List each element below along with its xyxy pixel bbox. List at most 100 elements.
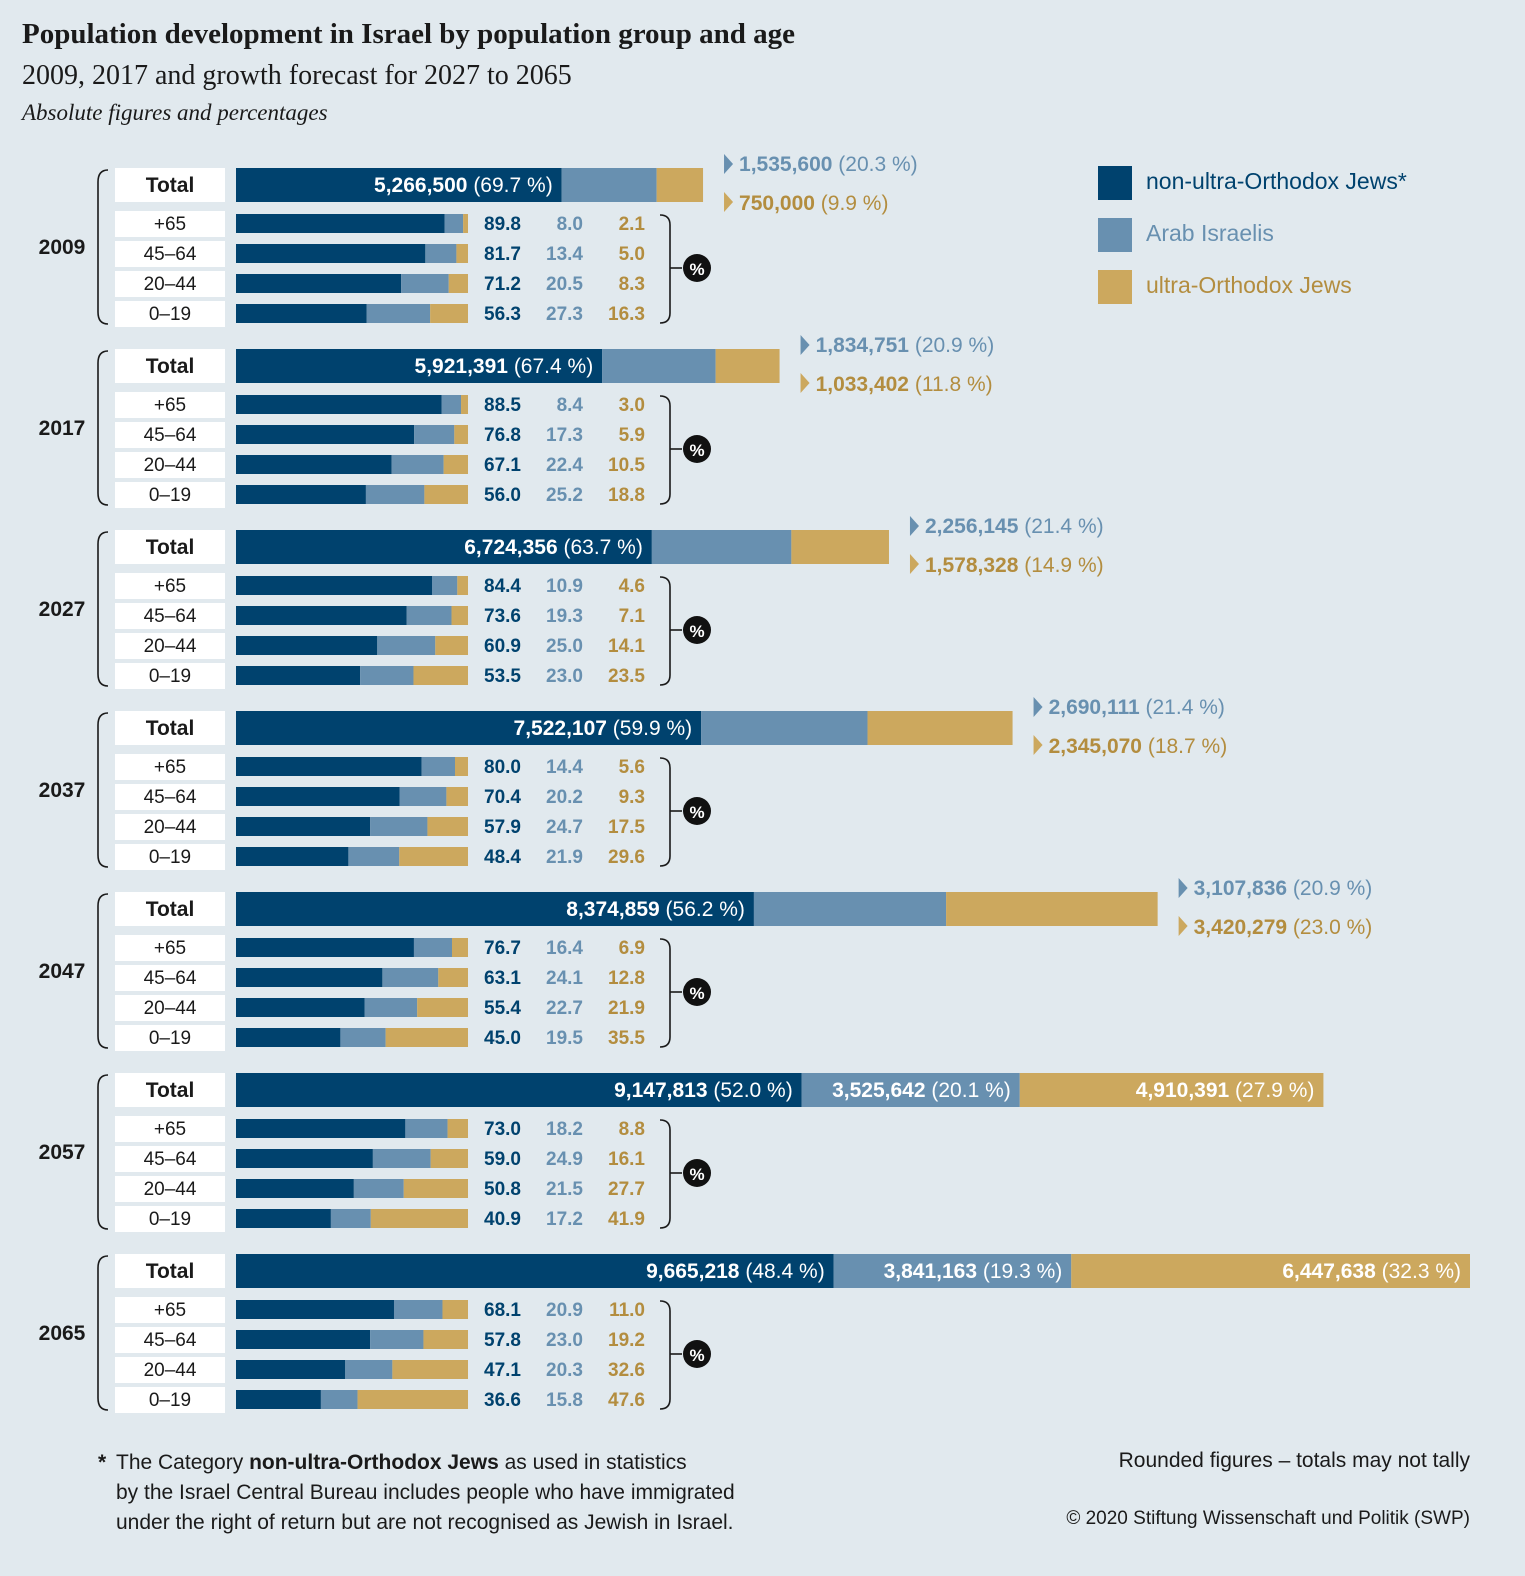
age-value: 8.3 <box>619 274 645 295</box>
age-bar-segment <box>366 304 431 323</box>
total-label: Total <box>146 717 195 740</box>
age-bar-segment <box>370 1330 424 1349</box>
age-value: 16.3 <box>608 304 645 325</box>
age-label-box <box>115 784 225 810</box>
age-value: 71.2 <box>484 274 521 295</box>
age-bar-segment <box>438 968 468 987</box>
callout-marker-orthodox <box>724 192 734 212</box>
age-value: 76.8 <box>484 425 521 446</box>
total-label-arab-value: 1,834,751 <box>816 334 910 357</box>
age-bar-segment <box>236 1360 346 1379</box>
rounding-note: Rounded figures – totals may not tally <box>1118 1449 1470 1472</box>
footnote: * The Category non-ultra-Orthodox Jews as… <box>98 1448 735 1538</box>
chart-title: Population development in Israel by popu… <box>22 18 795 50</box>
total-bar-segment <box>801 1073 1020 1107</box>
total-label-box <box>115 711 225 745</box>
age-value: 3.0 <box>619 395 645 416</box>
age-label: 20–44 <box>144 998 197 1019</box>
age-label-box <box>115 1387 225 1413</box>
total-label-orthodox-percent: (9.9 %) <box>815 192 889 215</box>
year-label: 2037 <box>39 779 86 802</box>
age-value: 25.0 <box>546 636 583 657</box>
age-value: 7.1 <box>619 606 646 627</box>
age-bar-segment <box>357 1390 468 1409</box>
total-label-non-orthodox-value: 9,147,813 <box>614 1079 707 1102</box>
total-bar-segment <box>236 1254 834 1288</box>
total-bar-segment <box>833 1254 1072 1288</box>
age-bar-segment <box>370 1209 468 1228</box>
percent-badge <box>683 1340 711 1368</box>
percent-badge-label: % <box>689 622 704 641</box>
year-label: 2065 <box>39 1322 86 1345</box>
age-value: 81.7 <box>484 244 521 265</box>
age-value: 18.8 <box>608 485 645 506</box>
age-value: 25.2 <box>546 485 583 506</box>
age-value: 50.8 <box>484 1179 521 1200</box>
total-label-box <box>115 892 225 926</box>
total-label-non-orthodox-percent: (52.0 %) <box>708 1079 793 1102</box>
total-label-orthodox-percent: (27.9 %) <box>1229 1079 1314 1102</box>
age-value: 22.7 <box>546 998 583 1019</box>
age-value: 40.9 <box>484 1209 521 1230</box>
total-label-arab-percent: (21.4 %) <box>1018 515 1103 538</box>
percent-badge-label: % <box>689 441 704 460</box>
total-bar-segment <box>236 168 562 202</box>
age-value: 20.3 <box>546 1360 583 1381</box>
total-label-orthodox-value: 1,033,402 <box>816 373 909 396</box>
year-block-2017: 2017 Total 5,921,391 (67.4 %) 1,834,751 (20… <box>39 334 994 508</box>
total-label: Total <box>146 898 195 921</box>
total-label-arab: 3,107,836 (20.9 %) <box>1194 877 1373 900</box>
age-value: 32.6 <box>608 1360 645 1381</box>
year-label: 2017 <box>39 417 86 440</box>
age-value: 9.3 <box>619 787 645 808</box>
age-bar-segment <box>236 1300 394 1319</box>
legend-item-arab: Arab Israelis <box>1098 214 1498 254</box>
age-label: +65 <box>154 1119 186 1140</box>
total-label-arab: 2,690,111 (21.4 %) <box>1049 696 1225 719</box>
age-label-box <box>115 844 225 870</box>
total-label-orthodox: 750,000 (9.9 %) <box>739 192 888 215</box>
age-value: 35.5 <box>608 1028 645 1049</box>
age-label-box <box>115 935 225 961</box>
age-value: 41.9 <box>608 1209 645 1230</box>
year-block-2057: 2057 Total 9,147,813 (52.0 %) 3,525,642 (20… <box>39 1073 1324 1232</box>
age-bar-segment <box>391 455 444 474</box>
age-bar-segment <box>463 214 468 233</box>
age-value: 20.5 <box>546 274 583 295</box>
age-label: 45–64 <box>144 1330 197 1351</box>
age-value: 6.9 <box>619 938 645 959</box>
total-label-orthodox-value: 1,578,328 <box>925 554 1019 577</box>
age-bar-segment <box>320 1390 358 1409</box>
age-label: 0–19 <box>149 1209 191 1230</box>
percent-bracket <box>659 576 671 686</box>
total-label: Total <box>146 1079 195 1102</box>
age-value: 14.4 <box>546 757 583 778</box>
age-bar-segment <box>435 636 468 655</box>
total-label-non-orthodox: 5,921,391 (67.4 %) <box>415 355 594 378</box>
age-value: 8.0 <box>557 214 583 235</box>
callout-marker-arab <box>1178 878 1188 898</box>
year-block-2065: 2065 Total 9,665,218 (48.4 %) 3,841,163 (19… <box>39 1254 1470 1413</box>
age-value: 17.5 <box>608 817 645 838</box>
age-value: 84.4 <box>484 576 521 597</box>
age-bar-segment <box>345 1360 393 1379</box>
percent-bracket <box>659 1119 671 1229</box>
age-bar-segment <box>236 757 422 776</box>
age-value: 48.4 <box>484 847 521 868</box>
total-label-orthodox: 4,910,391 (27.9 %) <box>1136 1079 1315 1102</box>
callout-marker-orthodox <box>1178 916 1188 936</box>
age-label: 20–44 <box>144 636 197 657</box>
total-label-arab-percent: (20.9 %) <box>909 334 994 357</box>
age-label: 0–19 <box>149 485 191 506</box>
age-bar-segment <box>457 576 468 595</box>
age-value: 11.0 <box>609 1300 645 1321</box>
total-bar-segment <box>1071 1254 1470 1288</box>
age-label: 20–44 <box>144 1179 197 1200</box>
age-bar-segment <box>448 274 468 293</box>
age-bar-segment <box>236 998 365 1017</box>
percent-badge-label: % <box>689 1346 704 1365</box>
age-value: 23.5 <box>608 666 645 687</box>
age-label: 0–19 <box>149 847 191 868</box>
total-bar-segment <box>701 711 868 745</box>
callout-marker-arab <box>909 516 919 536</box>
